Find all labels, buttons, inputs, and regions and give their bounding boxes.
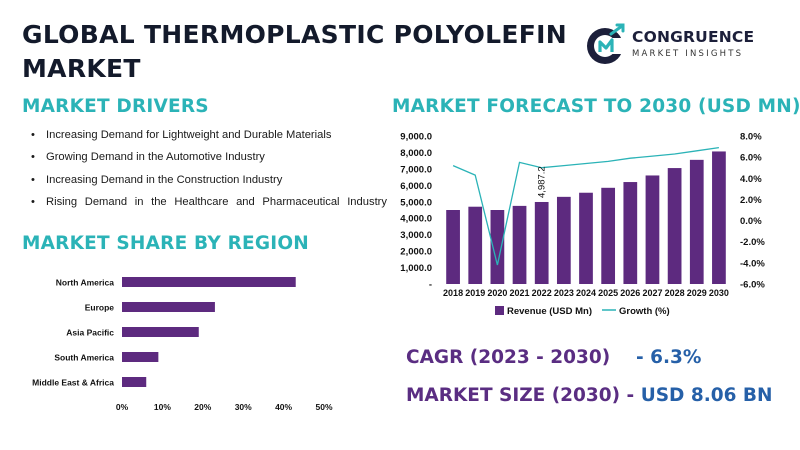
market-size-kpi: MARKET SIZE (2030) - USD 8.06 BN bbox=[406, 385, 773, 406]
legend-revenue-swatch bbox=[495, 306, 504, 315]
driver-item: Increasing Demand in the Construction In… bbox=[30, 169, 387, 192]
brand-tagline: MARKET INSIGHTS bbox=[632, 49, 744, 59]
revenue-bar bbox=[534, 201, 549, 284]
market-size-label: MARKET SIZE (2030) - bbox=[406, 385, 635, 406]
growth-line bbox=[452, 146, 719, 266]
y-right-tick-label: 0.0% bbox=[740, 216, 762, 227]
region-label: Asia Pacific bbox=[66, 328, 114, 338]
revenue-bar bbox=[556, 196, 571, 284]
revenue-bar bbox=[645, 175, 660, 284]
market-drivers-heading: MARKET DRIVERS bbox=[22, 96, 209, 117]
revenue-bar bbox=[601, 187, 616, 284]
y-right-tick-label: 6.0% bbox=[740, 153, 762, 164]
x-tick-label: 2023 bbox=[554, 288, 574, 298]
revenue-data-label: 4,987.2 bbox=[537, 166, 548, 198]
region-share-bar bbox=[122, 377, 147, 387]
x-tick-label: 2022 bbox=[532, 288, 552, 298]
x-tick-label: 30% bbox=[235, 402, 252, 412]
x-tick-label: 2025 bbox=[598, 288, 618, 298]
x-tick-label: 2019 bbox=[465, 288, 485, 298]
x-tick-label: 2024 bbox=[576, 288, 596, 298]
y-left-tick-label: - bbox=[429, 280, 432, 291]
x-tick-label: 2021 bbox=[510, 288, 530, 298]
driver-item: Growing Demand in the Automotive Industr… bbox=[30, 146, 387, 169]
revenue-bar bbox=[689, 159, 704, 284]
x-tick-label: 50% bbox=[315, 402, 332, 412]
x-tick-label: 0% bbox=[116, 402, 129, 412]
cagr-kpi: CAGR (2023 - 2030) - 6.3% bbox=[406, 347, 701, 368]
y-left-tick-label: 7,000.0 bbox=[400, 164, 432, 175]
y-left-tick-label: 4,000.0 bbox=[400, 214, 432, 225]
x-tick-label: 20% bbox=[194, 402, 211, 412]
region-label: Middle East & Africa bbox=[32, 378, 114, 388]
brand-logo: CONGRUENCE MARKET INSIGHTS bbox=[584, 22, 784, 68]
x-tick-label: 2028 bbox=[665, 288, 685, 298]
region-share-bar bbox=[122, 352, 159, 362]
y-left-tick-label: 1,000.0 bbox=[400, 263, 432, 274]
revenue-bar bbox=[490, 210, 505, 284]
cagr-label: CAGR (2023 - 2030) bbox=[406, 347, 611, 368]
y-left-tick-label: 8,000.0 bbox=[400, 148, 432, 159]
revenue-bar bbox=[623, 182, 638, 284]
region-share-chart: North America Europe Asia Pacific South Ame… bbox=[32, 277, 333, 412]
x-tick-label: 2029 bbox=[687, 288, 707, 298]
y-right-tick-label: 2.0% bbox=[740, 195, 762, 206]
y-left-tick-label: 2,000.0 bbox=[400, 247, 432, 258]
forecast-chart: - 1,000.0 2,000.0 3,000.0 4,000.0 5,000.0 6,00… bbox=[400, 132, 765, 318]
market-share-heading: MARKET SHARE BY REGION bbox=[22, 233, 309, 254]
x-tick-label: 2026 bbox=[620, 288, 640, 298]
region-share-bar bbox=[122, 277, 296, 287]
driver-item: Increasing Demand for Lightweight and Du… bbox=[30, 124, 387, 147]
driver-item: Rising Demand in the Healthcare and Phar… bbox=[30, 191, 387, 214]
region-share-bar bbox=[122, 327, 199, 337]
revenue-bar bbox=[512, 205, 527, 284]
x-tick-label: 2018 bbox=[443, 288, 463, 298]
y-right-tick-label: -6.0% bbox=[740, 280, 765, 291]
brand-name: CONGRUENCE bbox=[632, 28, 755, 46]
page-title: GLOBAL THERMOPLASTIC POLYOLEFIN MARKET bbox=[22, 20, 567, 83]
x-tick-label: 40% bbox=[275, 402, 292, 412]
region-label: North America bbox=[56, 278, 115, 288]
drivers-list: Increasing Demand for Lightweight and Du… bbox=[30, 124, 387, 213]
market-size-value: USD 8.06 BN bbox=[640, 385, 773, 406]
region-label: South America bbox=[54, 353, 114, 363]
y-right-tick-label: -4.0% bbox=[740, 258, 765, 269]
y-left-tick-label: 9,000.0 bbox=[400, 132, 432, 143]
logo-mark-icon bbox=[587, 23, 625, 64]
x-tick-label: 2030 bbox=[709, 288, 729, 298]
forecast-heading: MARKET FORECAST TO 2030 (USD MN) bbox=[392, 96, 800, 117]
region-label: Europe bbox=[85, 303, 115, 313]
y-right-tick-label: 8.0% bbox=[740, 132, 762, 143]
y-left-tick-label: 3,000.0 bbox=[400, 230, 432, 241]
y-left-tick-label: 5,000.0 bbox=[400, 197, 432, 208]
y-right-tick-label: 4.0% bbox=[740, 174, 762, 185]
revenue-bar bbox=[579, 192, 593, 284]
revenue-bar bbox=[667, 168, 682, 284]
x-tick-label: 2020 bbox=[487, 288, 507, 298]
y-left-tick-label: 6,000.0 bbox=[400, 181, 432, 192]
revenue-bar bbox=[468, 206, 483, 284]
y-right-tick-label: -2.0% bbox=[740, 237, 765, 248]
region-share-bar bbox=[122, 302, 215, 312]
x-tick-label: 10% bbox=[154, 402, 171, 412]
revenue-bar bbox=[446, 210, 460, 284]
x-tick-label: 2027 bbox=[642, 288, 662, 298]
legend-revenue-label: Revenue (USD Mn) bbox=[507, 306, 592, 317]
revenue-bar bbox=[712, 151, 726, 284]
legend-growth-label: Growth (%) bbox=[619, 306, 670, 317]
cagr-value: - 6.3% bbox=[635, 347, 702, 368]
